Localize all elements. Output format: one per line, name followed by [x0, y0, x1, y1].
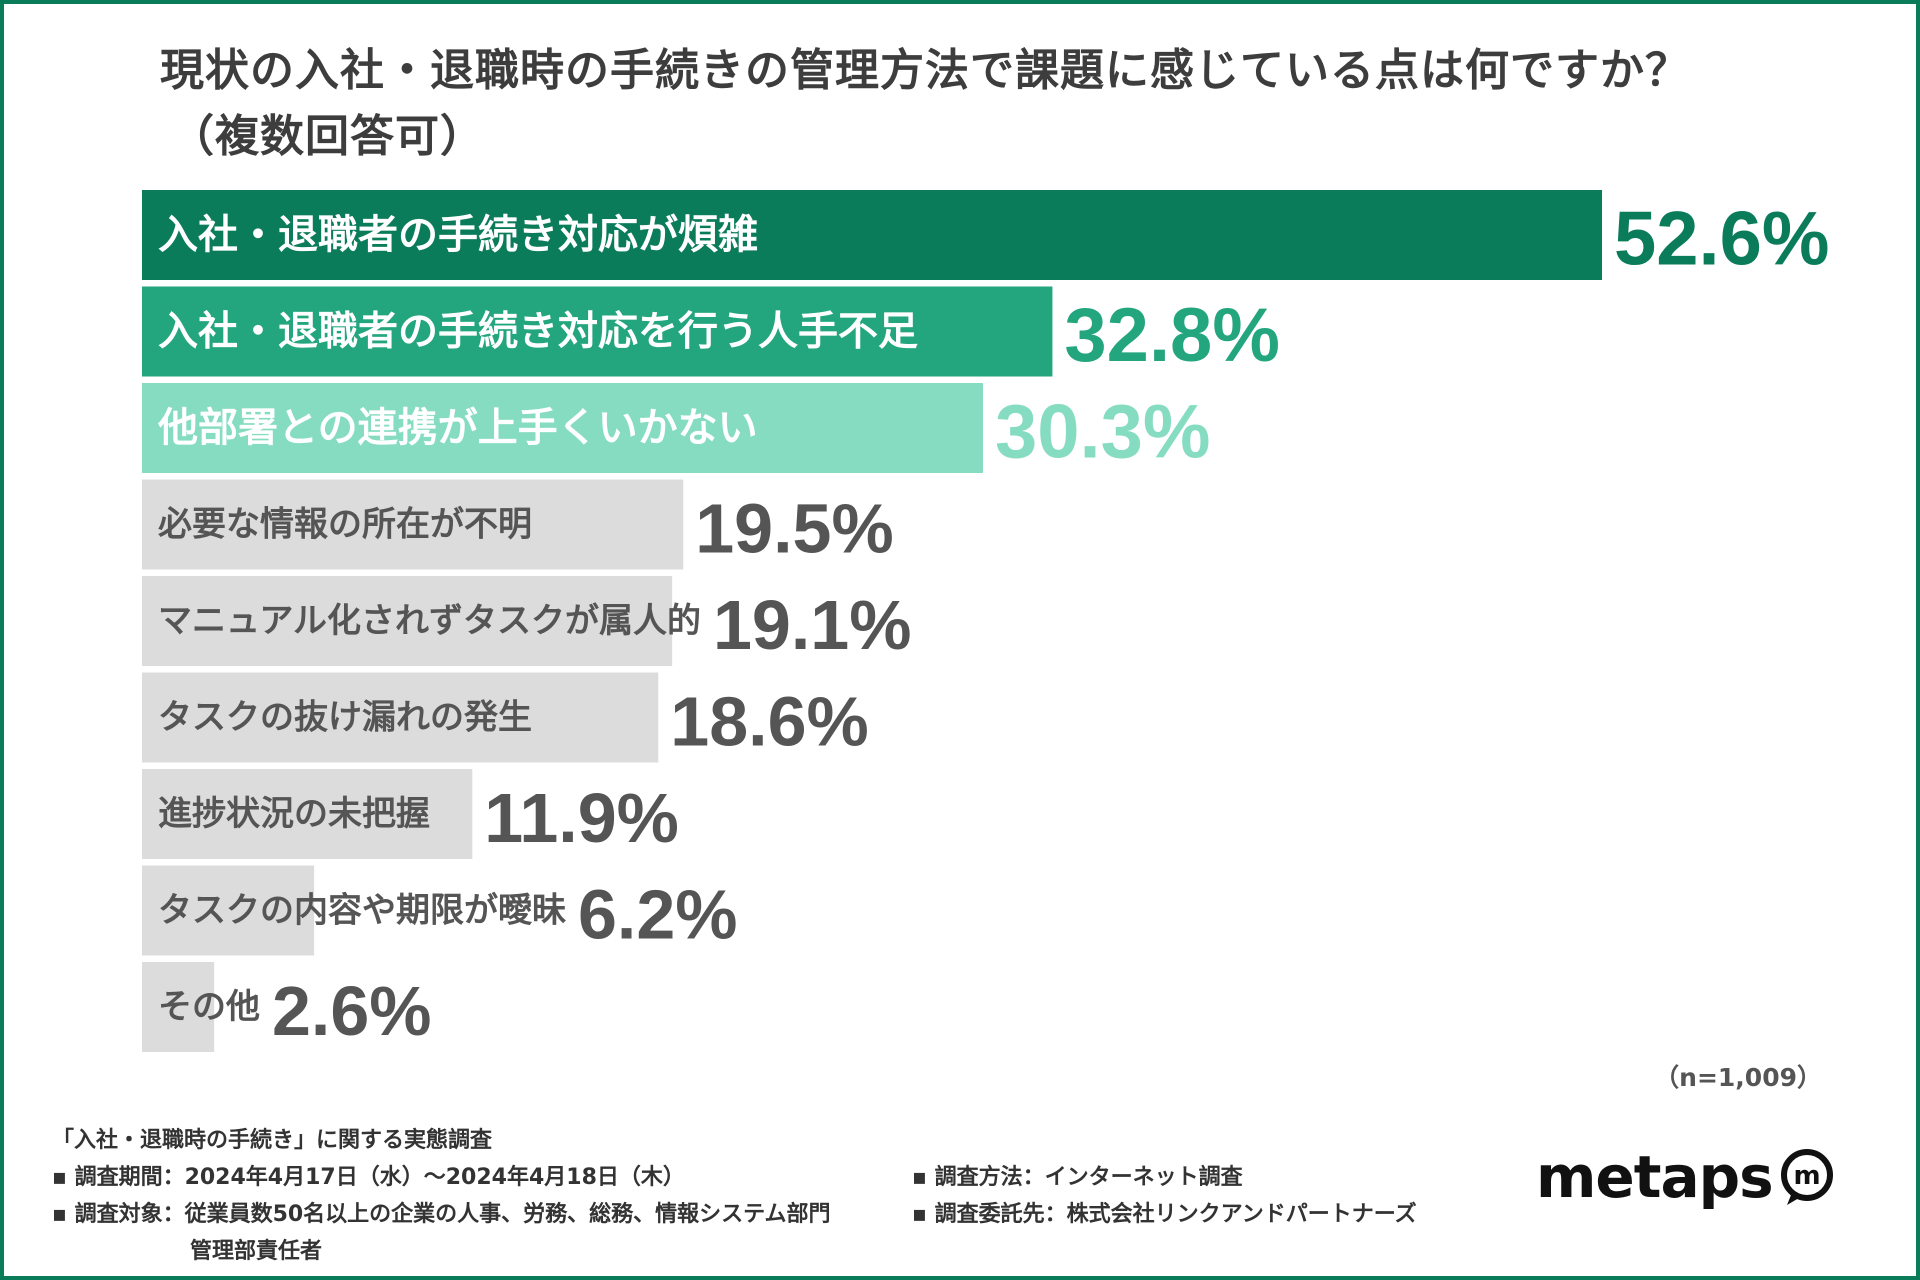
title-line-2: （複数回答可）	[170, 111, 485, 162]
bar-5	[142, 576, 673, 666]
value-label-9: 2.6%	[272, 972, 432, 1050]
value-label-8: 6.2%	[578, 876, 738, 954]
value-label-3: 30.3%	[995, 390, 1211, 475]
bar-label-3: 他部署との連携が上手くいかない	[157, 405, 758, 451]
bar-label-6: タスクの抜け漏れの発生	[158, 698, 532, 738]
survey-target: ▪ 調査対象：従業員数50名以上の企業の人事、労務、総務、情報システム部門	[52, 1202, 831, 1227]
bar-label-5: マニュアル化されずタスクが属人的	[158, 601, 701, 641]
value-label-4: 19.5%	[695, 490, 893, 568]
survey-target-cont: 管理部責任者	[190, 1239, 323, 1264]
value-label-1: 52.6%	[1614, 197, 1830, 282]
bar-label-2: 入社・退職者の手続き対応を行う人手不足	[158, 309, 918, 355]
bar-chart: 入社・退職者の手続き対応が煩雑 52.6% 入社・退職者の手続き対応を行う人手不足 3…	[142, 190, 1830, 1052]
bar-7	[142, 769, 473, 859]
bar-8	[142, 865, 315, 956]
value-label-7: 11.9%	[484, 779, 679, 857]
survey-client: ▪ 調査委託先：株式会社リンクアンドパートナーズ	[912, 1202, 1417, 1227]
value-label-6: 18.6%	[670, 683, 868, 761]
title-line-1: 現状の入社・退職時の手続きの管理方法で課題に感じている点は何ですか？	[160, 45, 1690, 96]
bar-3	[142, 383, 984, 473]
survey-footer: 「入社・退職時の手続き」に関する実態調査 ▪ 調査期間：2024年4月17日（水…	[52, 1122, 831, 1270]
logo-mark-icon: m	[1780, 1149, 1833, 1205]
bar-2	[142, 286, 1053, 377]
bar-6	[142, 672, 659, 763]
metaps-logo: metaps m	[1536, 1142, 1837, 1212]
bar-label-8: タスクの内容や期限が曖昧	[158, 891, 567, 931]
bar-label-1: 入社・退職者の手続き対応が煩雑	[158, 212, 758, 258]
sample-size-note: （n=1,009）	[1654, 1063, 1822, 1092]
survey-period: ▪ 調査期間：2024年4月17日（水）〜2024年4月18日（木）	[52, 1165, 685, 1190]
bar-4	[142, 479, 684, 570]
logo-text: metaps	[1536, 1143, 1774, 1211]
value-label-2: 32.8%	[1064, 293, 1280, 378]
survey-footer-right: ▪ 調査方法：インターネット調査 ▪ 調査委託先：株式会社リンクアンドパートナー…	[912, 1159, 1417, 1233]
bar-label-9: その他	[158, 987, 260, 1027]
bar-9	[142, 962, 215, 1052]
value-label-5: 19.1%	[713, 586, 911, 664]
chart-title: 現状の入社・退職時の手続きの管理方法で課題に感じている点は何ですか？ （複数回答…	[160, 38, 1820, 170]
logo-mark-letter: m	[1793, 1161, 1820, 1191]
bar-label-7: 進捗状況の未把握	[158, 794, 430, 834]
bar-label-4: 必要な情報の所在が不明	[158, 505, 532, 545]
survey-method: ▪ 調査方法：インターネット調査	[912, 1165, 1243, 1190]
survey-title: 「入社・退職時の手続き」に関する実態調査	[52, 1128, 493, 1153]
bar-1	[142, 190, 1602, 280]
